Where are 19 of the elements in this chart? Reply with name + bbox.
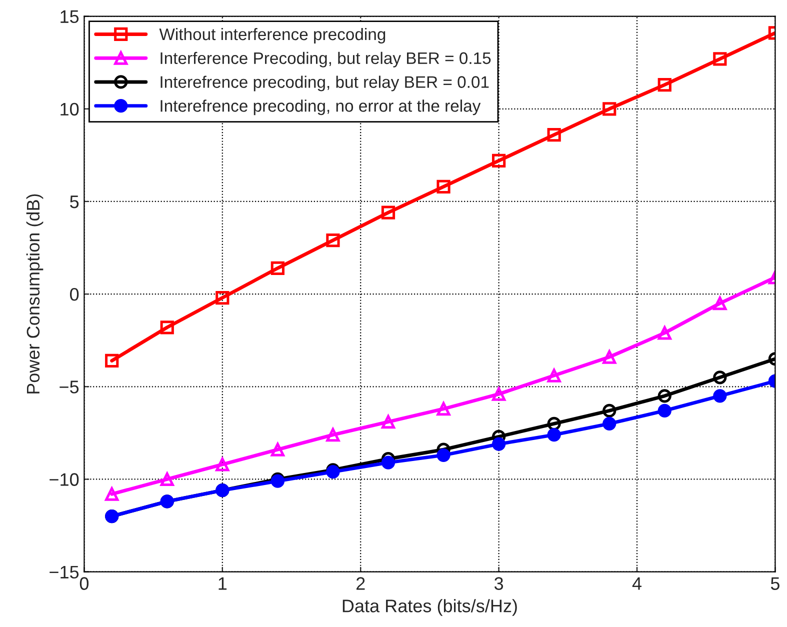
y-tick-label: 10 <box>60 102 79 116</box>
legend-label: Interefrence precoding, but relay BER = 0.01 <box>160 76 489 92</box>
x-axis-title: Data Rates (bits/s/Hz) <box>342 599 517 616</box>
y-tick-label: 5 <box>70 196 79 208</box>
x-tick-label: 5 <box>770 577 780 590</box>
y-tick-label: −10 <box>50 473 79 486</box>
x-tick-label: 2 <box>356 577 365 590</box>
legend-label: Interefrence precoding, no error at the relay <box>160 100 481 116</box>
y-tick-label: 0 <box>70 288 79 301</box>
legend-label: Interference Precoding, but relay BER = 0.15 <box>160 52 491 68</box>
y-tick-label: 15 <box>60 10 79 24</box>
x-tick-label: 1 <box>218 577 227 590</box>
x-tick-label: 3 <box>494 577 504 590</box>
y-tick-label: −5 <box>60 380 79 394</box>
y-tick-label: −15 <box>50 566 79 579</box>
x-tick-label: 4 <box>632 577 642 590</box>
y-axis-title: Power Consumption (dB) <box>26 194 44 394</box>
x-tick-label: 0 <box>80 577 89 590</box>
legend-label: Without interference precoding <box>159 28 386 44</box>
